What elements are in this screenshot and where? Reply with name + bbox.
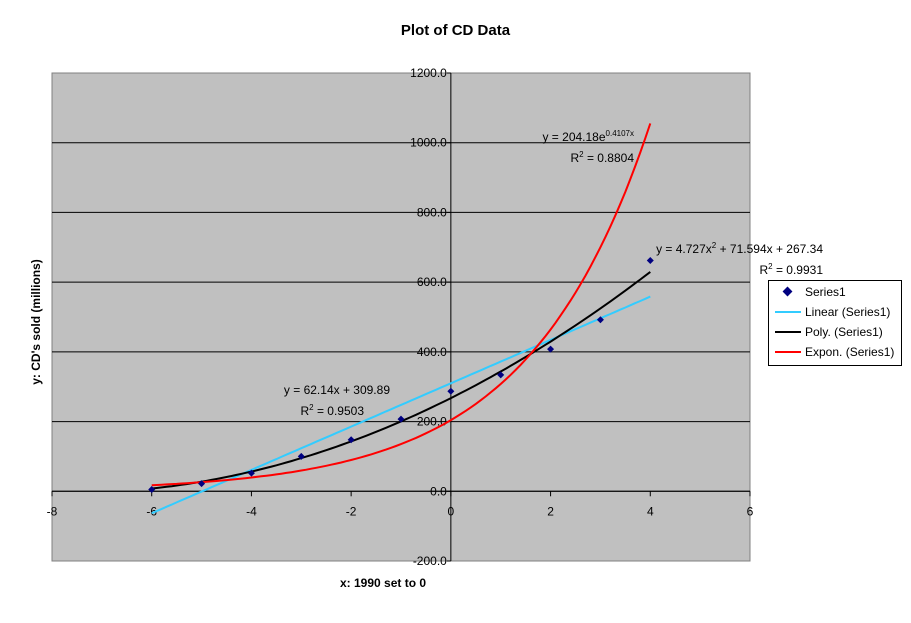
x-tick-label: -4 — [246, 504, 257, 518]
x-tick-label: -6 — [146, 504, 157, 518]
linear-equation: y = 62.14x + 309.89 — [283, 383, 390, 397]
y-tick-label: 1000.0 — [410, 136, 447, 150]
x-tick-label: 0 — [448, 504, 455, 518]
legend-item-linear: Linear (Series1) — [775, 303, 890, 321]
trendline-exponential — [151, 123, 652, 487]
linear-r2: R2 = 0.9503 — [300, 403, 364, 418]
x-tick-label: 2 — [547, 504, 554, 518]
expon-equation-annotation: y = 204.18e0.4107x R2 = 0.8804 — [520, 125, 634, 167]
data-point — [497, 371, 505, 379]
poly-r2: R2 = 0.9931 — [759, 262, 823, 277]
poly-equation: y = 4.727x2 + 71.594x + 267.34 — [656, 241, 823, 256]
trendline-linear — [151, 295, 651, 515]
legend-label: Linear (Series1) — [805, 305, 891, 319]
chart-title: Plot of CD Data — [400, 22, 511, 39]
y-tick-label: 400.0 — [417, 345, 447, 359]
y-tick-label: 200.0 — [417, 415, 447, 429]
y-tick-label: 800.0 — [417, 205, 447, 219]
x-tick-label: -2 — [346, 504, 357, 518]
data-point — [547, 345, 555, 353]
x-axis-label: x: 1990 set to 0 — [340, 576, 427, 590]
data-points — [148, 257, 654, 494]
y-tick-label: 0.0 — [430, 484, 447, 498]
y-tick-label: 600.0 — [417, 275, 447, 289]
legend-item-series1: Series1 — [775, 283, 846, 301]
plot-area — [51, 72, 751, 562]
y-axis-label: y: CD's sold (millions) — [29, 259, 43, 385]
x-tick-label: -8 — [47, 504, 58, 518]
data-point — [297, 452, 305, 460]
linear-equation-annotation: y = 62.14x + 309.89 R2 = 0.9503 — [270, 381, 390, 420]
legend: Series1 Linear (Series1) Poly. (Series1)… — [768, 280, 902, 366]
x-tick-label: 6 — [747, 504, 754, 518]
diamond-marker-icon — [775, 286, 801, 297]
expon-equation: y = 204.18e0.4107x — [542, 129, 634, 144]
legend-label: Series1 — [805, 285, 846, 299]
line-swatch-icon — [775, 307, 801, 317]
data-point — [247, 469, 255, 477]
y-tick-label: 1200.0 — [410, 66, 447, 80]
y-tick-label: -200.0 — [413, 554, 447, 568]
data-point — [347, 436, 355, 444]
data-point — [596, 316, 604, 324]
data-point — [447, 387, 455, 395]
x-tick-label: 4 — [647, 504, 654, 518]
legend-label: Expon. (Series1) — [805, 345, 895, 359]
expon-r2: R2 = 0.8804 — [570, 150, 634, 165]
line-swatch-icon — [775, 347, 801, 357]
legend-item-expon: Expon. (Series1) — [775, 343, 894, 361]
poly-equation-annotation: y = 4.727x2 + 71.594x + 267.34 R2 = 0.99… — [614, 237, 823, 279]
legend-item-poly: Poly. (Series1) — [775, 323, 883, 341]
data-point — [148, 486, 156, 494]
line-swatch-icon — [775, 327, 801, 337]
data-point — [198, 480, 206, 488]
legend-label: Poly. (Series1) — [805, 325, 883, 339]
data-point — [397, 415, 405, 423]
tick-labels: -200.0 0.0 200.0 400.0 600.0 800.0 1000.0 1200.… — [47, 66, 754, 568]
data-point — [646, 257, 654, 265]
